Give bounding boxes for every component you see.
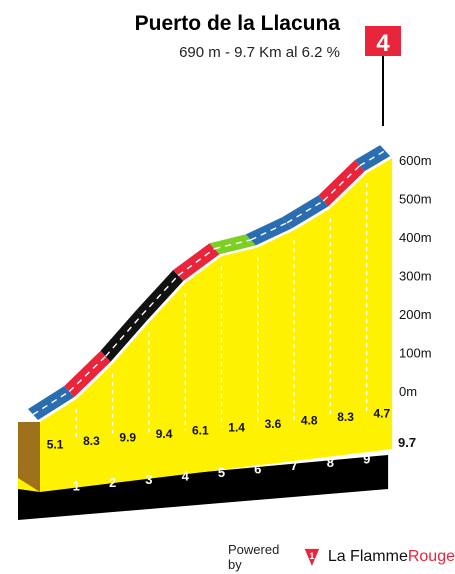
total-distance-label: 9.7: [398, 435, 416, 450]
y-tick-label: 300m: [399, 269, 432, 284]
brand-prefix: La Flamme: [327, 548, 408, 565]
gradient-segment: [245, 217, 293, 246]
center-dash: [141, 275, 179, 316]
powered-by-text: Powered by: [228, 542, 280, 572]
center-dash: [250, 222, 288, 241]
center-dash: [286, 200, 324, 224]
km-number-label: 7: [290, 458, 297, 473]
y-tick-label: 500m: [399, 192, 432, 207]
km-number-label: 2: [109, 475, 116, 490]
center-dash: [105, 314, 143, 357]
km-number-label: 3: [145, 472, 152, 487]
center-dash: [322, 165, 361, 202]
brand-name: La FlammeRouge: [328, 548, 455, 566]
profile-area: [18, 158, 393, 492]
km-gradient-label: 6.1: [192, 424, 209, 438]
y-tick-label: 200m: [399, 307, 432, 322]
km-number-label: 5: [218, 465, 225, 480]
y-tick-label: 100m: [399, 346, 432, 361]
y-tick-label: 0m: [399, 384, 417, 399]
ground-side-face: [18, 422, 40, 492]
km-band: [18, 455, 389, 520]
climb-subtitle: 690 m - 9.7 Km al 6.2 %: [179, 44, 340, 61]
footer: Powered by 1 La FlammeRouge: [228, 542, 455, 572]
brand-suffix: Rouge: [407, 548, 455, 565]
km-gradient-label: 1.4: [228, 420, 245, 434]
climb-title: Puerto de la Llacuna: [134, 12, 340, 35]
km-gradient-label: 8.3: [337, 410, 354, 424]
km-gradient-label: 3.6: [265, 417, 282, 431]
km-gradient-label: 9.9: [119, 430, 136, 444]
km-gradient-label: 9.4: [156, 427, 173, 441]
center-dash: [177, 248, 215, 277]
km-gradient-label: 5.1: [47, 437, 64, 451]
chart-labels: 0m 100m 200m 300m 400m 500m 600m 5.1 8.3 9.9 9.4 6.…: [47, 153, 432, 494]
km-gridlines: [75, 183, 368, 441]
km-gradient-label: 4.8: [301, 413, 318, 427]
center-dash: [359, 150, 386, 167]
center-dash: [68, 355, 107, 393]
center-dash: [32, 390, 70, 416]
gradient-segment: [282, 195, 329, 229]
km-number-label: 6: [254, 462, 261, 477]
km-number-label: 4: [182, 468, 190, 483]
la-flamme-rouge-logo-icon: 1: [304, 548, 320, 567]
y-tick-label: 400m: [399, 230, 432, 245]
profile-fill: [18, 158, 393, 492]
km-gradient-label: 4.7: [374, 407, 391, 421]
km-gradient-label: 8.3: [83, 434, 100, 448]
category-flag: 4: [365, 26, 401, 126]
km-number-label: 8: [327, 455, 334, 470]
gradient-segment: [28, 386, 75, 420]
gradient-segment: [209, 234, 256, 255]
category-flag-box: [365, 26, 401, 56]
y-tick-label: 600m: [399, 153, 432, 168]
category-flag-label: 4: [376, 30, 390, 57]
svg-text:1: 1: [309, 551, 314, 561]
km-number-label: 9: [363, 451, 370, 466]
km-number-label: 1: [73, 479, 80, 494]
gradient-ribbon: [28, 145, 391, 420]
